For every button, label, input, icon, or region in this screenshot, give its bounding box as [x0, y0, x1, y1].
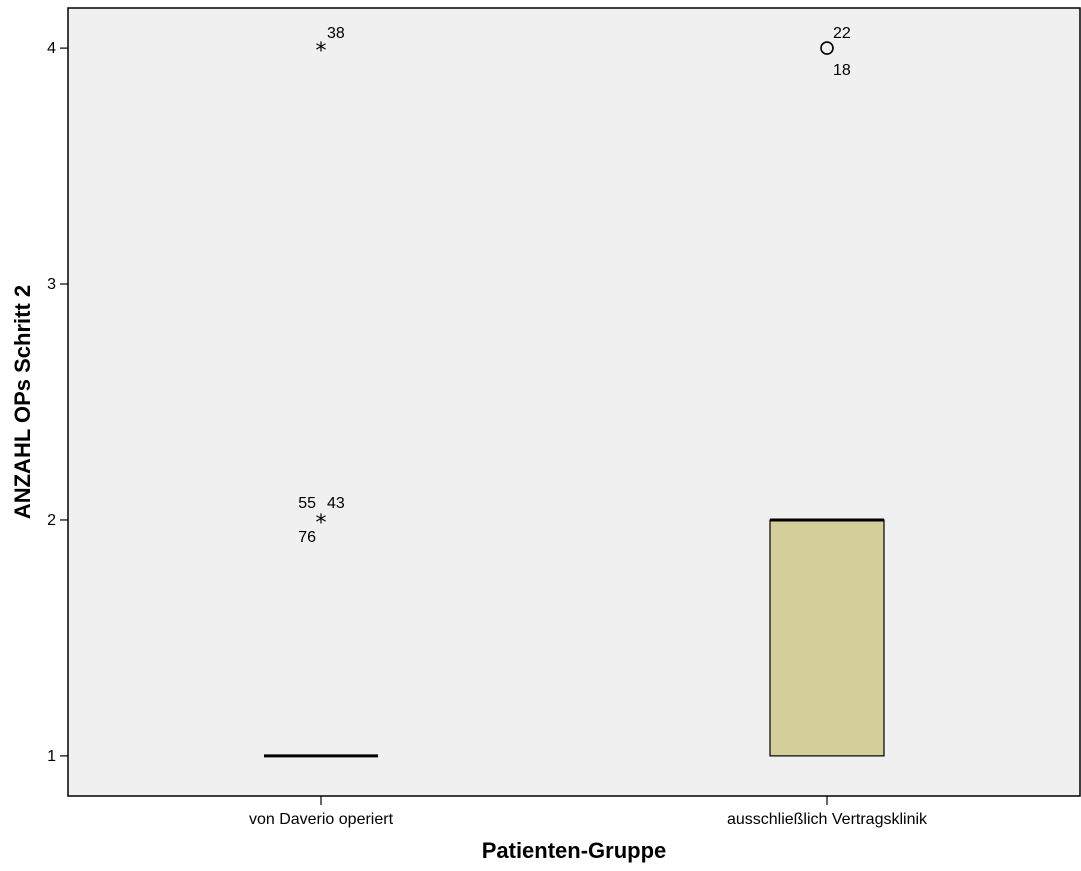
x-axis-title: Patienten-Gruppe [482, 838, 667, 863]
x-tick-label: von Daverio operiert [249, 811, 394, 828]
outlier-case-label: 18 [833, 62, 851, 79]
outlier-case-label: 55 [298, 495, 316, 512]
x-axis: von Daverio operiert ausschließlich Vertr… [249, 796, 928, 828]
y-axis: 1 2 3 4 [47, 40, 68, 765]
outlier-case-label: 22 [833, 25, 851, 42]
outlier-case-label: 76 [298, 529, 316, 546]
outlier-star: * [316, 511, 327, 536]
box-iqr [769, 519, 885, 757]
y-tick-label: 1 [47, 748, 56, 765]
y-tick-label: 4 [47, 40, 56, 57]
outlier-case-label: 38 [327, 25, 345, 42]
outlier-circle [820, 41, 834, 55]
y-tick-label: 2 [47, 512, 56, 529]
outlier-star: * [316, 39, 327, 64]
plot-background [67, 7, 1081, 797]
y-axis-title: ANZAHL OPs Schritt 2 [10, 285, 35, 519]
y-tick-label: 3 [47, 276, 56, 293]
outlier-case-label: 43 [327, 495, 345, 512]
x-tick-label: ausschließlich Vertragsklinik [727, 811, 928, 828]
boxes-layer [264, 518, 885, 758]
